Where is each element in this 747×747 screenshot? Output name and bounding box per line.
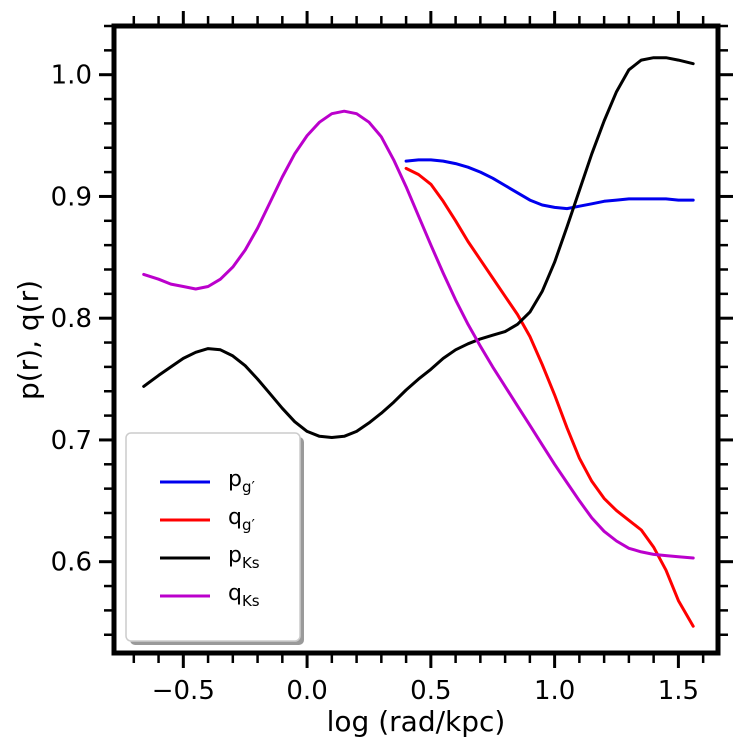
legend: pg′ qg′ pKs qKs: [125, 432, 304, 645]
y-tick-label: 0.8: [51, 304, 92, 334]
series-line-2: [404, 166, 695, 628]
tick-labels: −0.5 0.0 0.5 1.0 1.5 0.6 0.7 0.8 0.9 1.0: [51, 61, 699, 706]
x-tick-label: 1.0: [534, 676, 575, 706]
series-line-1: [404, 158, 695, 211]
legend-label-1: pg′: [228, 467, 255, 496]
legend-label-2: qg′: [228, 505, 255, 534]
x-tick-label: 1.5: [658, 676, 699, 706]
legend-label-3: pKs: [228, 543, 260, 572]
legend-label-4: qKs: [228, 581, 260, 610]
series-line-3: [142, 56, 695, 439]
plot-frame: [111, 23, 721, 656]
y-tick-label: 0.7: [51, 426, 92, 456]
y-axis-label: p(r), q(r): [12, 280, 45, 400]
x-tick-label: 0.5: [410, 676, 451, 706]
legend-entries: pg′ qg′ pKs qKs: [160, 467, 260, 610]
legend-box: [125, 432, 301, 642]
y-tick-label: 0.6: [51, 548, 92, 578]
x-axis-label: log (rad/kpc): [327, 705, 506, 738]
y-tick-label: 0.9: [51, 182, 92, 212]
x-tick-label: 0.0: [286, 676, 327, 706]
x-tick-label: −0.5: [152, 676, 215, 706]
y-tick-label: 1.0: [51, 61, 92, 91]
axis-ticks: [99, 11, 733, 668]
series-line-4: [142, 109, 695, 560]
plot-lines: [142, 56, 695, 628]
